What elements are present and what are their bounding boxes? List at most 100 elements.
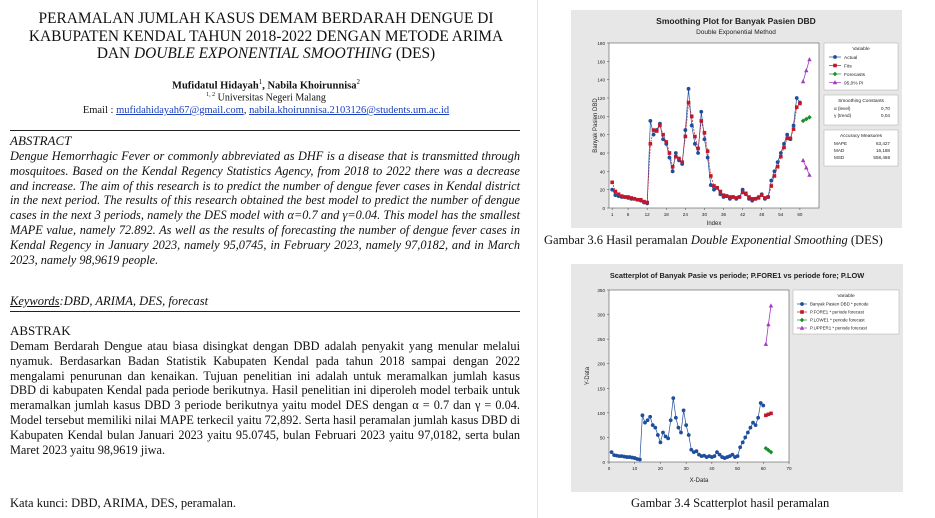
main-series-point (643, 420, 647, 425)
fits-point (696, 146, 700, 151)
paper-title: PERAMALAN JUMLAH KASUS DEMAM BERDARAH DE… (10, 10, 522, 63)
main-series-point (694, 449, 699, 454)
legend-label: Forecasts (844, 72, 866, 78)
fits-point (779, 154, 783, 159)
fits-point (654, 129, 659, 133)
email-link-1[interactable]: mufidahidayah67@gmail.com (116, 105, 244, 116)
fits-point (648, 142, 653, 146)
fits-point (693, 134, 697, 139)
pi-lower-point (800, 157, 806, 163)
forecast-point (800, 118, 806, 124)
main-series-point (753, 423, 758, 428)
smoothing-value: 0,70 (881, 106, 890, 111)
main-series-point (679, 430, 683, 435)
fore1-point (769, 411, 773, 416)
fits-point (791, 127, 796, 131)
main-series-point (661, 430, 665, 435)
x-tick-label: 30 (702, 212, 708, 217)
x-tick-label: 10 (632, 466, 638, 471)
author-2: Nabila Khoirunnisa (267, 80, 357, 92)
figure-2-caption: Gambar 3.4 Scatterplot hasil peramalan (631, 496, 830, 510)
actual-point (661, 137, 665, 142)
legend-box (792, 289, 900, 335)
accuracy-label: MSD (834, 155, 845, 160)
y-tick-label: 100 (597, 114, 605, 119)
actual-point (699, 109, 704, 114)
main-series-point (637, 457, 642, 462)
x-tick-label: 1 (611, 212, 614, 217)
main-series-point (761, 403, 766, 408)
main-series-point (645, 418, 650, 423)
actual-point (683, 128, 688, 132)
column-divider (537, 0, 538, 518)
y-tick-label: 250 (597, 337, 605, 342)
fits-point (747, 195, 751, 199)
actual-point (791, 123, 796, 128)
legend-swatch-marker (832, 80, 838, 85)
figure-1-caption-italic: Double Exponential Smoothing (690, 233, 848, 247)
main-series-point (640, 413, 645, 418)
x-tick-label: 50 (735, 466, 741, 471)
y-tick-label: 200 (597, 362, 605, 367)
title-line-2: KABUPATEN KENDAL TAHUN 2018-2022 DENGAN … (28, 27, 504, 45)
main-series-point (673, 415, 678, 420)
actual-point (689, 123, 694, 128)
accuracy-label: MAD (834, 148, 845, 153)
title-line-3-post: (DES) (395, 45, 436, 62)
fits-point (613, 189, 618, 194)
fits-point (702, 131, 707, 135)
x-tick-label: 30 (684, 466, 690, 471)
main-series-point (658, 440, 663, 445)
kata-kunci-text: DBD, ARIMA, DES, peramalan. (67, 496, 237, 510)
fits-point (674, 154, 678, 159)
y-tick-label: 120 (597, 96, 605, 101)
y-tick-label: 20 (600, 188, 606, 193)
main-series-point (655, 433, 660, 437)
email-link-2[interactable]: nabila.khoirunnisa.2103126@students.um.a… (249, 105, 450, 116)
x-tick-label: 48 (759, 212, 765, 217)
header-rule (10, 130, 520, 131)
fits-point (635, 197, 640, 202)
x-tick-label: 12 (645, 212, 651, 217)
main-series-point (609, 450, 614, 455)
y-tick-label: 60 (600, 151, 606, 156)
fits-point (683, 134, 688, 139)
paper-page: PERAMALAN JUMLAH KASUS DEMAM BERDARAH DE… (10, 0, 522, 518)
fits-point (718, 189, 723, 194)
legend-swatch-marker (833, 63, 837, 68)
fits-point (610, 180, 614, 185)
fore1-point (764, 413, 768, 418)
main-series-point (738, 445, 743, 450)
keywords-rule (10, 311, 520, 312)
x-tick-label: 60 (761, 466, 767, 471)
main-series-point (740, 440, 745, 445)
upper1-point (763, 341, 769, 346)
fits-point (670, 164, 675, 169)
fits-point (724, 194, 729, 198)
email-separator: , (243, 105, 247, 116)
kata-kunci-label: Kata kunci: (10, 496, 68, 510)
main-series-point (745, 430, 750, 435)
x-tick-label: 70 (786, 466, 792, 471)
y-axis-label: Banyak Pasien DBD (593, 98, 599, 153)
fits-point (651, 128, 656, 132)
x-tick-label: 54 (778, 212, 784, 217)
fits-point (709, 174, 713, 178)
actual-point (712, 187, 716, 192)
legend-label: Fits (844, 63, 852, 69)
chart-title: Smoothing Plot for Banyak Pasien DBD (656, 16, 816, 26)
main-series-point (748, 425, 753, 430)
main-series-point (758, 401, 763, 405)
fits-point (798, 101, 802, 106)
fits-point (759, 193, 764, 197)
x-tick-label: 42 (740, 212, 746, 217)
actual-point (702, 137, 707, 142)
abstrak-body: Demam Berdarah Dengue atau biasa disingk… (10, 339, 520, 457)
scatter-chart: Scatterplot of Banyak Pasie vs periode; … (585, 271, 900, 484)
x-tick-label: 60 (797, 212, 803, 217)
fits-point (744, 191, 748, 196)
accuracy-value: 63,427 (876, 141, 890, 146)
smoothing-chart: Smoothing Plot for Banyak Pasien DBD Doub… (593, 16, 899, 227)
legend-label: Banyak Pasien DBD * periode (810, 302, 869, 307)
upper1-point (768, 303, 774, 308)
